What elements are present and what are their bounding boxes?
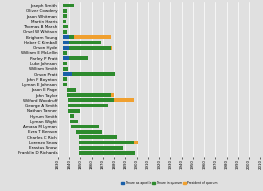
Bar: [63, 14, 67, 18]
Bar: [63, 9, 67, 13]
Bar: [68, 109, 80, 113]
Bar: [67, 88, 76, 92]
Bar: [63, 14, 67, 18]
Bar: [71, 125, 99, 129]
Bar: [63, 30, 67, 34]
Bar: [69, 46, 112, 49]
Bar: [68, 109, 80, 113]
Bar: [67, 93, 114, 97]
Bar: [73, 72, 115, 76]
Bar: [79, 146, 123, 150]
Bar: [76, 130, 102, 134]
Bar: [69, 35, 111, 39]
Bar: [134, 141, 138, 144]
Bar: [70, 114, 74, 118]
Bar: [63, 19, 66, 23]
Bar: [71, 125, 99, 129]
Bar: [63, 83, 67, 86]
Bar: [67, 88, 76, 92]
Bar: [63, 51, 67, 55]
Bar: [67, 93, 114, 97]
Bar: [79, 135, 118, 139]
Bar: [70, 114, 74, 118]
Bar: [111, 93, 114, 97]
Bar: [68, 99, 134, 102]
Bar: [63, 67, 68, 71]
Bar: [69, 41, 101, 44]
Bar: [79, 151, 135, 155]
Bar: [63, 9, 67, 13]
Bar: [63, 41, 101, 44]
Bar: [63, 25, 68, 28]
Bar: [79, 141, 138, 144]
Bar: [63, 4, 74, 7]
Bar: [63, 4, 74, 7]
Bar: [63, 35, 111, 39]
Bar: [74, 35, 111, 39]
Bar: [70, 120, 78, 123]
Bar: [63, 77, 67, 81]
Bar: [63, 62, 67, 65]
Bar: [68, 104, 108, 107]
Bar: [63, 83, 67, 86]
Bar: [70, 120, 78, 123]
Bar: [79, 151, 135, 155]
Bar: [79, 141, 138, 144]
Bar: [63, 77, 67, 81]
Bar: [111, 46, 112, 49]
Bar: [63, 19, 66, 23]
Bar: [68, 99, 134, 102]
Bar: [79, 135, 118, 139]
Bar: [63, 51, 67, 55]
Bar: [68, 104, 108, 107]
Bar: [114, 99, 134, 102]
Bar: [76, 130, 102, 134]
Bar: [63, 62, 67, 65]
Legend: Tenure as apostle, Tenure in quorum, President of quorum: Tenure as apostle, Tenure in quorum, Pre…: [122, 181, 217, 185]
Bar: [63, 46, 112, 49]
Bar: [69, 56, 88, 60]
Bar: [79, 146, 123, 150]
Bar: [63, 25, 68, 28]
Bar: [63, 72, 115, 76]
Bar: [63, 67, 68, 71]
Bar: [63, 56, 88, 60]
Bar: [63, 30, 67, 34]
